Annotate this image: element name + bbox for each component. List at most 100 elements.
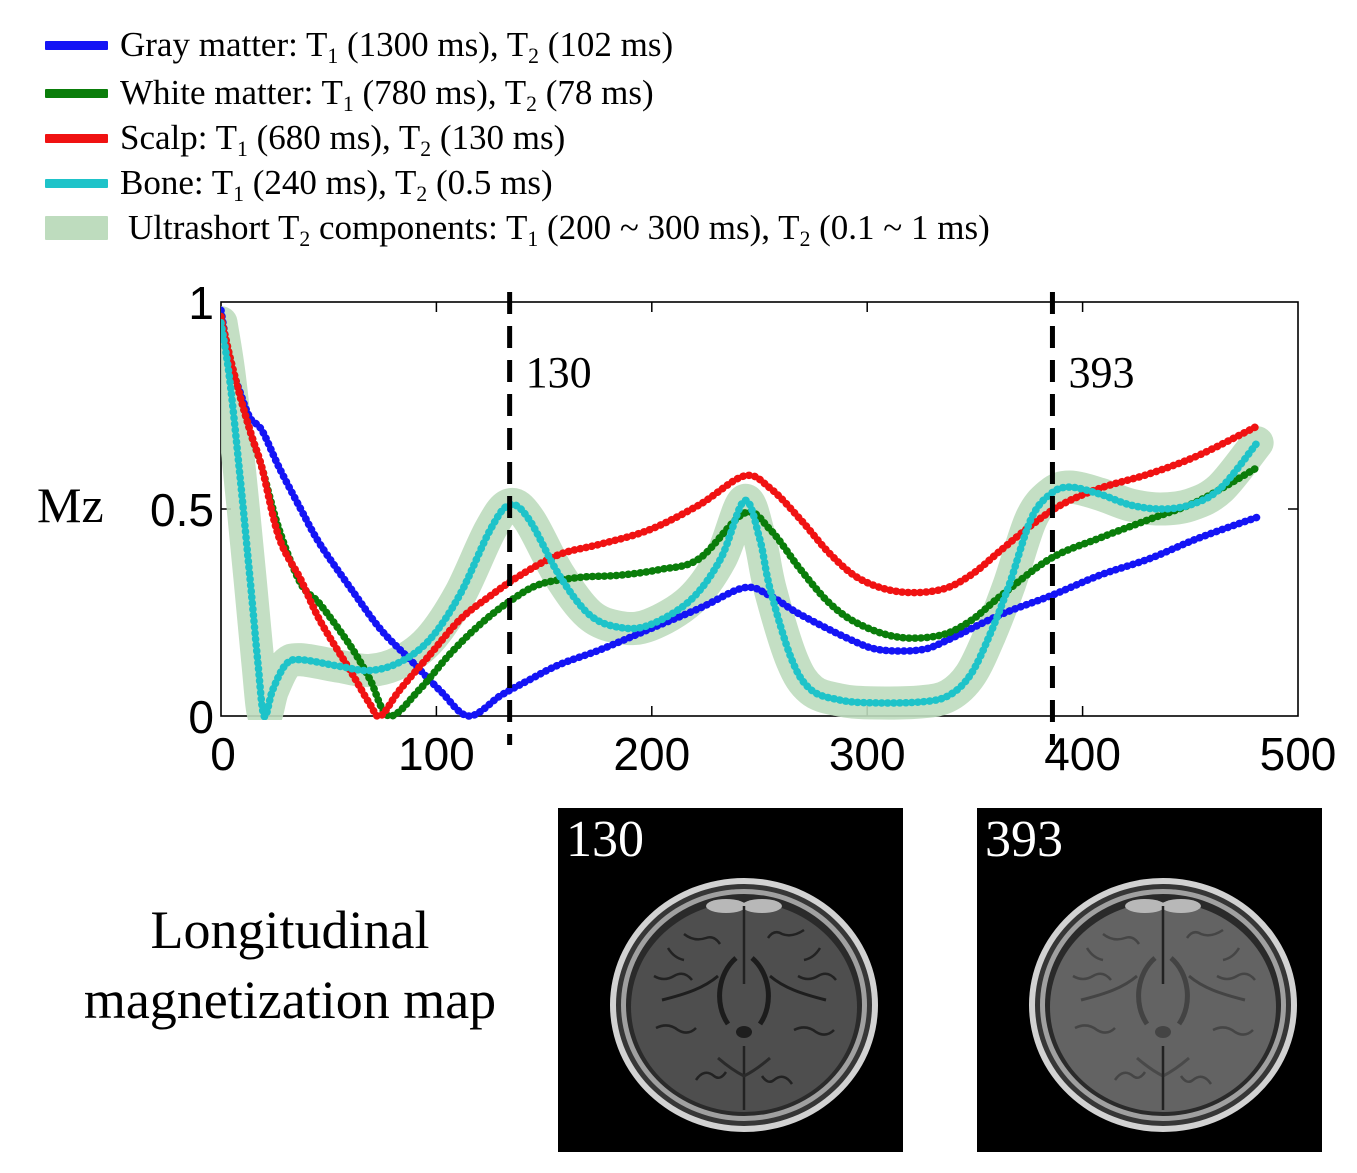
sulcus bbox=[1185, 928, 1224, 939]
right-sylvian-fissure bbox=[1188, 974, 1246, 1002]
sulcus bbox=[760, 1075, 794, 1085]
frontal-sinus-left bbox=[1125, 899, 1165, 913]
x-tick-label: 100 bbox=[398, 728, 475, 780]
sulcus bbox=[1072, 972, 1112, 981]
right-lateral-ventricle bbox=[750, 956, 771, 1026]
tick-marks bbox=[221, 302, 1298, 716]
legend-label-text: (130 ms) bbox=[431, 118, 566, 157]
caption-line-1: Longitudinal bbox=[150, 900, 430, 960]
left-lateral-ventricle bbox=[717, 956, 738, 1026]
brain-axial-slice bbox=[610, 878, 878, 1132]
legend-label: White matter: T1 (780 ms), T2 (78 ms) bbox=[120, 71, 654, 115]
brain-tissue bbox=[631, 902, 857, 1112]
legend-label: Ultrashort T2 components: T1 (200 ~ 300 … bbox=[128, 206, 990, 250]
legend-label-text: (680 ms), T bbox=[247, 118, 421, 157]
left-sylvian-fissure bbox=[661, 974, 719, 1002]
sulcus bbox=[797, 972, 837, 981]
sulcus bbox=[1216, 972, 1256, 981]
x-tick-label: 500 bbox=[1260, 728, 1337, 780]
legend-label-text: (780 ms), T bbox=[353, 73, 527, 112]
legend-label-text: components: T bbox=[310, 208, 528, 247]
legend-item: Ultrashort T2 components: T1 (200 ~ 300 … bbox=[0, 206, 1300, 250]
sulcus bbox=[1074, 1024, 1116, 1034]
x-tick-label: 200 bbox=[613, 728, 690, 780]
legend-label-subscript: 2 bbox=[416, 182, 428, 207]
sulcus bbox=[653, 972, 693, 981]
sulcus bbox=[683, 932, 722, 945]
sulcus bbox=[803, 947, 822, 962]
sulcus bbox=[694, 1071, 728, 1081]
y-tick-label: 0.5 bbox=[150, 484, 214, 536]
map-label: 130 bbox=[566, 811, 644, 868]
legend-label-subscript: 2 bbox=[526, 92, 537, 117]
y-axis-label: Mz bbox=[37, 477, 104, 533]
time-markers: 130 393 bbox=[507, 292, 1134, 745]
scalp-curve bbox=[221, 312, 1261, 720]
legend-label-subscript: 1 bbox=[327, 44, 339, 69]
legend-label-subscript: 2 bbox=[299, 227, 311, 252]
legend-label-subscript: 1 bbox=[233, 182, 244, 207]
legend-label-text: (240 ms), T bbox=[243, 163, 417, 202]
legend-label-text: (102 ms) bbox=[538, 25, 674, 64]
sulcus bbox=[1179, 1075, 1213, 1085]
right-sylvian-fissure bbox=[769, 974, 827, 1002]
legend-label-subscript: 2 bbox=[528, 44, 539, 69]
legend-line-swatch bbox=[45, 40, 108, 50]
time-marker-label: 130 bbox=[526, 348, 592, 397]
sulcus bbox=[1222, 947, 1241, 962]
legend-label: Bone: T1 (240 ms), T2 (0.5 ms) bbox=[120, 161, 553, 205]
legend-label-text: Ultrashort T bbox=[128, 208, 300, 247]
legend-label-text: (1300 ms), T bbox=[338, 25, 529, 64]
frontal-sinus-right bbox=[1161, 899, 1201, 913]
brain-tissue bbox=[1050, 902, 1276, 1112]
legend-line-swatch bbox=[45, 178, 108, 188]
legend-label-subscript: 1 bbox=[342, 92, 354, 117]
occipital-sulcus bbox=[1136, 1056, 1190, 1078]
legend: Gray matter: T1 (1300 ms), T2 (102 ms) Wh… bbox=[0, 0, 1357, 260]
legend-label-text: White matter: T bbox=[120, 73, 343, 112]
time-marker-label: 393 bbox=[1068, 348, 1134, 397]
x-tick-label: 0 bbox=[210, 728, 236, 780]
legend-band-swatch bbox=[45, 216, 108, 240]
legend-label-text: (0.1 ~ 1 ms) bbox=[810, 208, 990, 247]
right-lateral-ventricle bbox=[1169, 956, 1190, 1026]
left-sylvian-fissure bbox=[1080, 974, 1138, 1002]
sulcus bbox=[793, 1026, 835, 1036]
caption: Longitudinal magnetization map bbox=[40, 895, 540, 1035]
legend-item: Scalp: T1 (680 ms), T2 (130 ms) bbox=[0, 116, 1300, 160]
legend-label-text: Bone: T bbox=[120, 163, 234, 202]
legend-item: Gray matter: T1 (1300 ms), T2 (102 ms) bbox=[0, 23, 1300, 67]
y-tick-label: 0 bbox=[188, 691, 214, 743]
legend-label: Scalp: T1 (680 ms), T2 (130 ms) bbox=[120, 116, 565, 160]
y-tick-label: 1 bbox=[188, 277, 214, 329]
legend-label-subscript: 1 bbox=[527, 227, 539, 252]
legend-line-swatch bbox=[45, 88, 108, 98]
mz-map-130: 130 bbox=[558, 808, 903, 1152]
bone-curve bbox=[221, 318, 1261, 720]
sulcus bbox=[655, 1024, 697, 1034]
legend-label-subscript: 2 bbox=[420, 137, 432, 162]
legend-label-text: (0.5 ms) bbox=[427, 163, 553, 202]
legend-item: White matter: T1 (780 ms), T2 (78 ms) bbox=[0, 71, 1300, 115]
legend-label-subscript: 1 bbox=[236, 137, 248, 162]
sulcus bbox=[1113, 1071, 1147, 1081]
legend-label-text: (200 ~ 300 ms), T bbox=[538, 208, 800, 247]
brain-axial-slice bbox=[1029, 878, 1297, 1132]
legend-item: Bone: T1 (240 ms), T2 (0.5 ms) bbox=[0, 161, 1300, 205]
frontal-sinus-left bbox=[706, 899, 746, 913]
sulcus bbox=[1212, 1026, 1254, 1036]
map-label: 393 bbox=[985, 811, 1063, 868]
caption-line-2: magnetization map bbox=[83, 970, 497, 1030]
legend-label-subscript: 2 bbox=[799, 227, 811, 252]
legend-label-text: Gray matter: T bbox=[120, 25, 328, 64]
sulcus bbox=[666, 947, 685, 962]
mz-chart: 0 100 200 300 400 500 0 0.5 1 130 393 Mz bbox=[37, 277, 1336, 780]
mz-map-393: 393 bbox=[977, 808, 1322, 1152]
legend-label-text: (78 ms) bbox=[536, 73, 654, 112]
legend-line-swatch bbox=[45, 133, 108, 143]
sulcus bbox=[1102, 932, 1141, 945]
tick-labels: 0 100 200 300 400 500 0 0.5 1 bbox=[150, 277, 1336, 780]
legend-label: Gray matter: T1 (1300 ms), T2 (102 ms) bbox=[120, 23, 673, 67]
x-tick-label: 400 bbox=[1044, 728, 1121, 780]
